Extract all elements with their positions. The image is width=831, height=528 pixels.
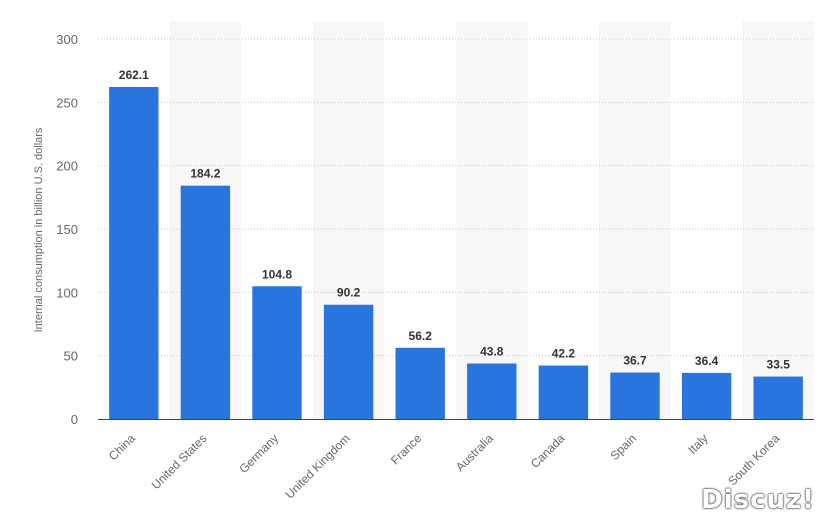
data-label: 90.2 bbox=[337, 286, 361, 300]
category-band bbox=[456, 21, 528, 419]
x-tick-label: United Kingdom bbox=[282, 431, 352, 501]
x-tick-label: Canada bbox=[528, 431, 568, 471]
y-axis-title: Internal consumption in billion U.S. dol… bbox=[33, 127, 45, 332]
x-tick-label: France bbox=[388, 431, 425, 468]
x-tick-label: Italy bbox=[685, 431, 710, 456]
data-label: 184.2 bbox=[190, 167, 220, 181]
y-tick-label: 200 bbox=[56, 159, 78, 174]
x-tick-label: Germany bbox=[236, 431, 281, 476]
y-axis-ticks: 0 50 100 150 200 250 300 bbox=[56, 32, 78, 427]
x-tick-label: United States bbox=[149, 431, 210, 492]
bars bbox=[109, 87, 803, 420]
data-label: 104.8 bbox=[262, 267, 292, 281]
bar bbox=[467, 363, 517, 419]
bar bbox=[753, 376, 803, 419]
bar bbox=[180, 185, 231, 419]
data-label: 33.5 bbox=[767, 358, 791, 372]
bar bbox=[681, 372, 732, 419]
y-tick-label: 300 bbox=[56, 32, 78, 47]
data-label: 36.4 bbox=[695, 354, 719, 368]
y-tick-label: 250 bbox=[56, 95, 78, 110]
data-label: 56.2 bbox=[409, 329, 433, 343]
bar bbox=[610, 372, 660, 419]
data-label: 262.1 bbox=[119, 68, 149, 82]
data-label: 42.2 bbox=[552, 347, 576, 361]
y-tick-label: 150 bbox=[56, 222, 78, 237]
x-tick-label: Australia bbox=[453, 431, 496, 474]
bar bbox=[323, 304, 374, 419]
x-axis-ticks: China United States Germany United Kingdom F… bbox=[106, 431, 783, 502]
x-tick-label: Spain bbox=[608, 431, 640, 463]
gridlines bbox=[98, 38, 814, 420]
category-bands bbox=[169, 21, 814, 419]
bar bbox=[252, 286, 302, 419]
data-label: 36.7 bbox=[623, 354, 647, 368]
y-tick-label: 50 bbox=[64, 349, 78, 364]
x-tick-label: South Korea bbox=[725, 431, 782, 488]
x-tick-label: China bbox=[106, 431, 138, 463]
y-tick-label: 0 bbox=[71, 412, 78, 427]
bar bbox=[109, 87, 159, 420]
data-labels: 262.1 184.2 104.8 90.2 56.2 43.8 42.2 36.7 36.4 3… bbox=[119, 68, 790, 372]
watermark-logo: Discuz! bbox=[701, 485, 815, 515]
data-label: 43.8 bbox=[480, 345, 504, 359]
bar bbox=[538, 365, 589, 419]
y-tick-label: 100 bbox=[56, 285, 78, 300]
category-band bbox=[742, 21, 814, 419]
bar bbox=[395, 347, 445, 419]
category-band bbox=[599, 21, 671, 419]
